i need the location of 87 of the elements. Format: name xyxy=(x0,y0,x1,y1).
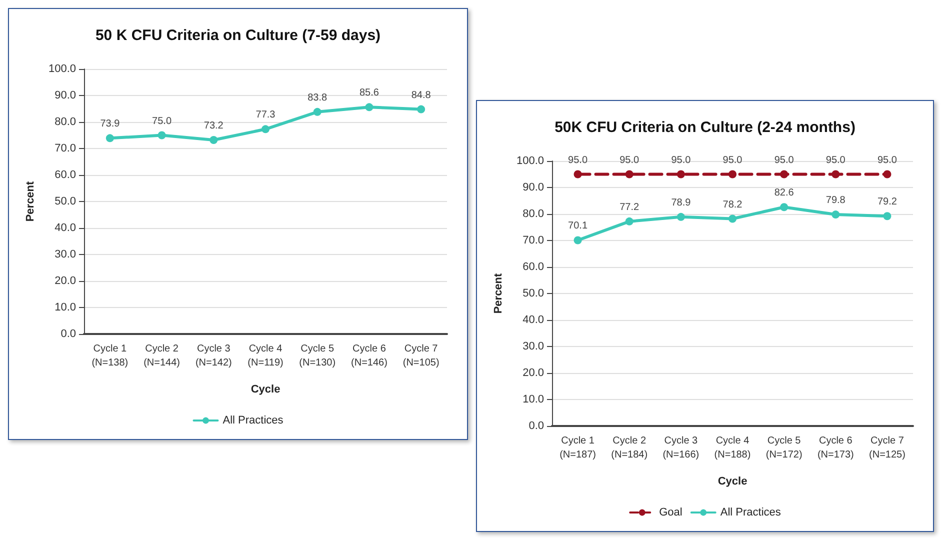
data-label: 83.8 xyxy=(308,92,328,104)
y-tick-label: 40.0 xyxy=(54,222,76,234)
data-label: 84.8 xyxy=(411,90,432,101)
x-tick-label: Cycle 2 (N=184) xyxy=(611,436,648,460)
x-tick-label: Cycle 1 (N=187) xyxy=(560,436,596,460)
data-label: 95.0 xyxy=(671,154,692,166)
data-label: 73.9 xyxy=(100,118,120,130)
legend-label: Goal xyxy=(659,506,682,518)
y-tick-label: 0.0 xyxy=(528,420,544,432)
x-tick-label: Cycle 7 (N=125) xyxy=(869,436,906,460)
point xyxy=(625,217,634,226)
data-label: 95.0 xyxy=(722,154,743,166)
y-axis-title: Percent xyxy=(492,272,504,314)
chart-title: 50K CFU Criteria on Culture (2-24 months) xyxy=(554,119,856,136)
point xyxy=(313,108,322,116)
x-tick-label: Cycle 7 (N=105) xyxy=(402,344,440,368)
x-tick-label: Cycle 4 (N=119) xyxy=(248,344,284,368)
point xyxy=(574,170,582,178)
data-label: 95.0 xyxy=(568,154,588,166)
point xyxy=(832,210,840,219)
x-tick-label: Cycle 1 (N=138) xyxy=(92,344,128,368)
data-label: 79.8 xyxy=(826,195,846,206)
data-label: 77.2 xyxy=(620,202,640,213)
point xyxy=(780,203,788,212)
data-label: 95.0 xyxy=(877,154,898,166)
data-label: 85.6 xyxy=(359,88,380,99)
x-tick-label: Cycle 2 (N=144) xyxy=(144,344,180,368)
data-label: 70.1 xyxy=(568,220,588,232)
data-label: 78.9 xyxy=(671,197,692,208)
data-label: 73.2 xyxy=(204,120,224,132)
y-tick-label: 70.0 xyxy=(54,142,76,154)
y-tick-label: 100.0 xyxy=(516,155,544,167)
y-tick-label: 80.0 xyxy=(522,208,544,220)
point xyxy=(883,212,892,220)
y-axis-title: Percent xyxy=(24,180,36,222)
y-tick-label: 20.0 xyxy=(522,367,544,379)
y-tick-label: 70.0 xyxy=(522,234,544,246)
y-tick-label: 80.0 xyxy=(54,116,76,128)
y-tick-label: 10.0 xyxy=(54,302,76,314)
point xyxy=(728,214,736,223)
point xyxy=(210,136,218,144)
y-tick-label: 20.0 xyxy=(54,275,76,287)
x-tick-label: Cycle 5 (N=172) xyxy=(766,436,802,460)
x-tick-label: Cycle 6 (N=173) xyxy=(817,436,854,460)
chart-title: 50 K CFU Criteria on Culture (7-59 days) xyxy=(95,27,381,44)
point xyxy=(262,125,270,134)
y-tick-label: 50.0 xyxy=(522,288,544,300)
point xyxy=(728,170,736,178)
point xyxy=(106,134,114,142)
y-tick-label: 30.0 xyxy=(54,248,76,260)
data-label: 77.3 xyxy=(256,110,276,121)
point xyxy=(158,131,166,140)
legend-label: All Practices xyxy=(222,414,284,426)
legend-label: All Practices xyxy=(720,506,782,518)
data-label: 95.0 xyxy=(620,154,640,166)
x-tick-label: Cycle 4 (N=188) xyxy=(714,436,751,460)
y-tick-label: 60.0 xyxy=(54,169,76,181)
point xyxy=(625,170,634,178)
x-tick-label: Cycle 6 (N=146) xyxy=(351,344,388,368)
point xyxy=(676,170,685,178)
data-label: 95.0 xyxy=(774,154,794,166)
y-tick-label: 0.0 xyxy=(60,328,76,340)
y-tick-label: 90.0 xyxy=(54,90,76,102)
x-tick-label: Cycle 5 (N=130) xyxy=(299,344,336,368)
data-label: 79.2 xyxy=(877,196,898,208)
point xyxy=(676,212,685,221)
y-tick-label: 90.0 xyxy=(522,182,544,194)
point xyxy=(417,105,426,114)
y-tick-label: 10.0 xyxy=(522,394,544,406)
point xyxy=(883,170,892,178)
y-tick-label: 30.0 xyxy=(522,340,544,352)
y-tick-label: 60.0 xyxy=(522,261,544,273)
data-label: 95.0 xyxy=(826,154,846,166)
y-tick-label: 100.0 xyxy=(48,63,76,75)
point xyxy=(574,236,582,244)
x-axis-title: Cycle xyxy=(250,384,280,396)
x-axis-title: Cycle xyxy=(718,476,748,488)
point xyxy=(832,170,840,178)
data-label: 78.2 xyxy=(722,199,743,210)
y-tick-label: 50.0 xyxy=(54,196,76,208)
data-label: 75.0 xyxy=(152,116,172,127)
x-tick-label: Cycle 3 (N=166) xyxy=(662,436,700,460)
y-tick-label: 40.0 xyxy=(522,314,544,326)
point xyxy=(780,170,788,178)
x-tick-label: Cycle 3 (N=142) xyxy=(195,344,232,368)
point xyxy=(365,103,374,112)
data-label: 82.6 xyxy=(774,188,794,199)
